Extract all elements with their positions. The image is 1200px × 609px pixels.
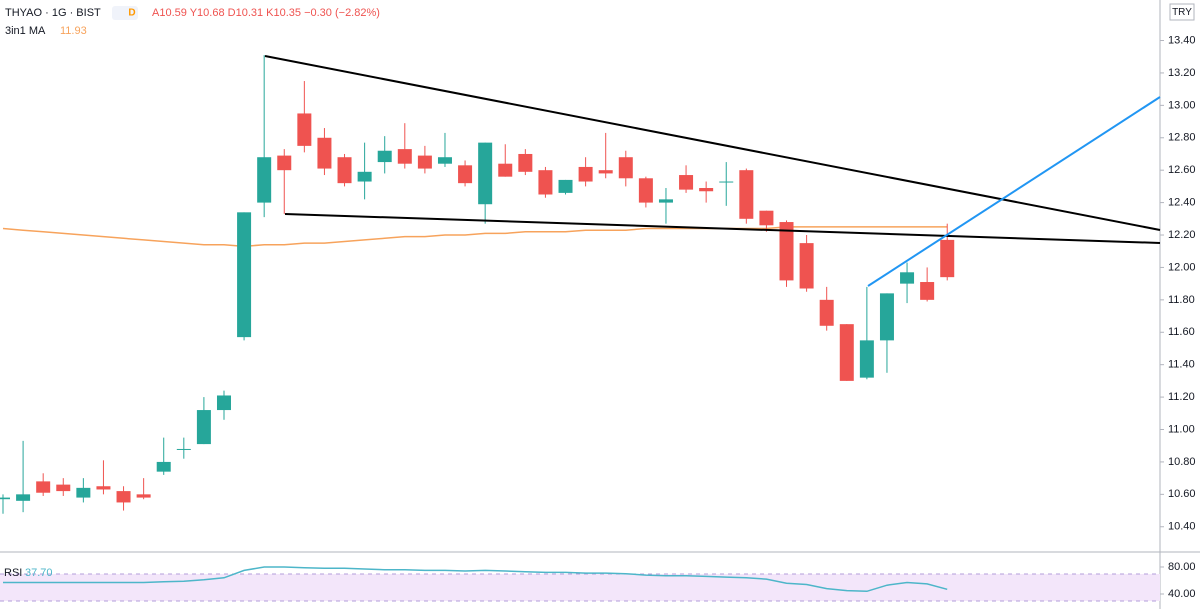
y-tick-label: 10.40 [1168,521,1196,533]
candle-body [176,448,191,450]
candle-body [940,239,955,278]
y-tick-label: 12.40 [1168,197,1196,209]
candle-body [16,494,31,501]
candle-body [759,210,774,226]
rsi-value: 37.70 [25,567,53,579]
candle-body [719,181,734,183]
candle-body [156,461,171,472]
candle-body [900,272,915,284]
candle-body [417,155,432,169]
candle-body [36,481,51,493]
candle-body [578,166,593,182]
candle-body [76,487,91,498]
y-tick-label: 13.00 [1168,99,1196,111]
currency-box[interactable] [1169,3,1195,21]
candle-body [799,243,814,289]
y-tick-label: 11.40 [1168,359,1195,371]
candle-body [920,282,935,300]
candle-body [357,171,372,182]
rsi-name: RSI [4,567,22,579]
candle-body [819,299,834,326]
trendline-blue [867,96,1161,287]
candle-body [0,497,10,500]
candle-body [437,157,452,164]
y-tick-label: 12.20 [1168,229,1196,241]
y-tick-label: 13.40 [1168,34,1196,46]
candle-body [879,293,894,341]
y-tick-label: 40.00 [1168,588,1196,600]
candle-body [779,222,794,281]
candle-body [699,188,714,192]
ma-value: 11.93 [60,25,87,37]
candle-body [538,170,553,195]
ohlc: A10.59 Y10.68 D10.31 K10.35 −0.30 (−2.82… [152,7,380,19]
candle-body [337,157,352,184]
badge: D [128,8,135,19]
candle-body [618,157,633,179]
candle-body [679,175,694,190]
candle-body [478,142,493,205]
candle-body [377,150,392,163]
rsi-band [0,574,1160,601]
y-tick-label: 11.80 [1168,294,1195,306]
candle-body [839,324,854,381]
y-tick-label: 12.00 [1168,261,1196,273]
candle-body [397,149,412,164]
candle-body [739,170,754,219]
y-tick-label: 80.00 [1168,561,1196,573]
y-tick-label: 10.60 [1168,488,1196,500]
candle-body [558,179,573,193]
y-tick-label: 12.60 [1168,164,1196,176]
ma-name: 3in1 MA [5,25,46,37]
candle-body [277,155,292,171]
candle-body [518,153,533,172]
line-series [3,566,948,593]
candle-body [136,494,151,498]
candle-body [317,137,332,169]
y-tick-label: 13.20 [1168,67,1196,79]
candle-body [216,395,231,411]
trendline-lower [284,213,1161,244]
trendline-upper [264,55,1161,231]
visibility-toggle[interactable] [112,6,138,20]
candle-body [297,113,312,146]
candle-body [598,170,613,174]
candle-body [257,157,272,203]
candle-body [96,486,111,490]
candle-body [498,163,513,177]
candle-body [237,212,252,338]
candle-body [116,491,131,503]
marks: 10.40 10.60 10.80 11.00 11.20 11.40 11.60 11.80… [0,34,1196,600]
candle-body [658,199,673,203]
currency: TRY [1172,7,1192,18]
y-tick-label: 12.80 [1168,132,1196,144]
candle-body [56,484,71,492]
candle-body [196,410,211,445]
y-tick-label: 11.00 [1168,423,1195,435]
candle-body [458,165,473,184]
y-tick-label: 10.80 [1168,456,1196,468]
candle-body [638,178,653,203]
y-tick-label: 11.60 [1168,326,1195,338]
symbol: THYAO · 1G · BIST [5,7,101,19]
candle-body [859,340,874,378]
y-tick-label: 11.20 [1168,391,1195,403]
